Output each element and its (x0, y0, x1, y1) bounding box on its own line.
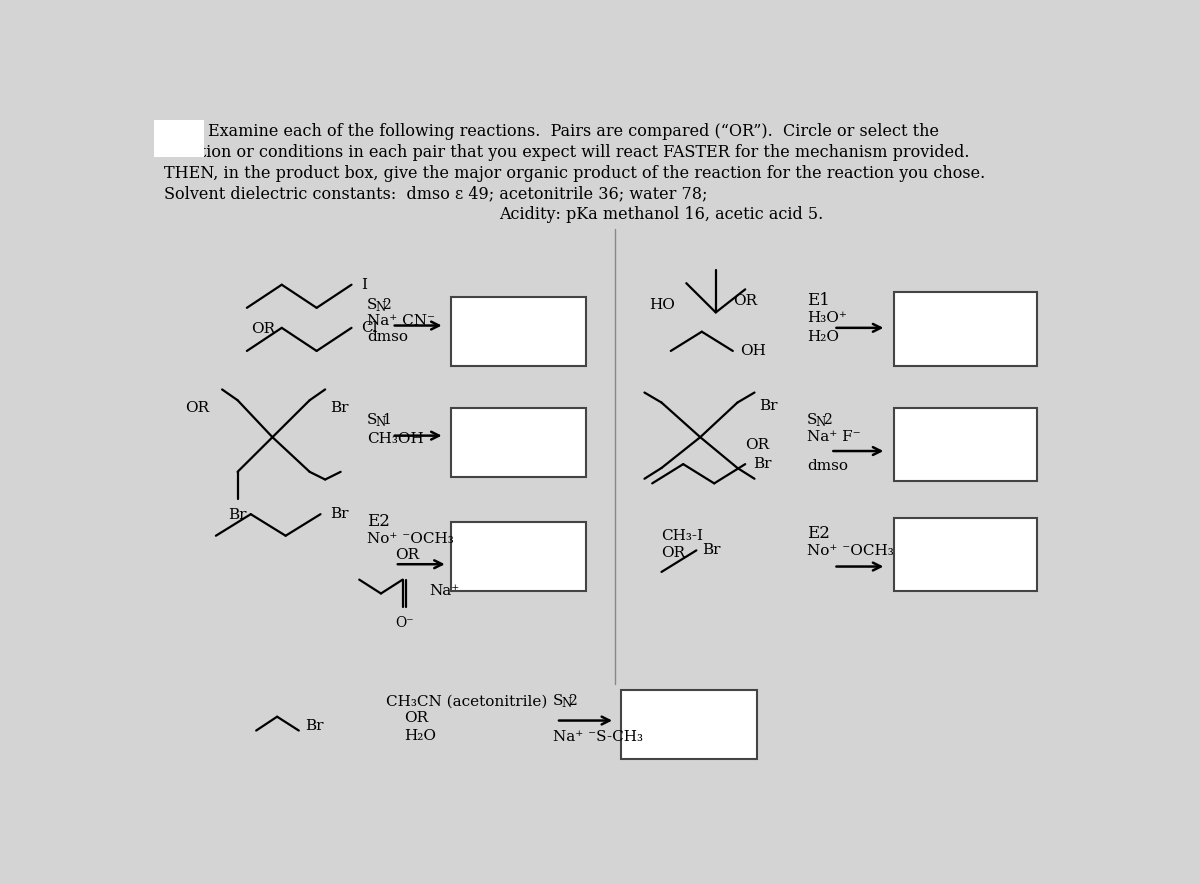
Bar (622, 690, 757, 759)
Text: 2: 2 (569, 694, 577, 708)
Text: OR: OR (404, 712, 428, 725)
Bar (894, 293, 1037, 366)
Text: OR: OR (661, 545, 685, 560)
Bar (154, 120, 204, 156)
Text: CH₃-I: CH₃-I (661, 529, 703, 543)
Text: CH₃OH: CH₃OH (367, 431, 424, 446)
Bar (451, 297, 587, 366)
Text: Solvent dielectric constants:  dmso ε 49; acetonitrile 36; water 78;: Solvent dielectric constants: dmso ε 49;… (164, 186, 708, 202)
Text: H₂O: H₂O (808, 330, 839, 344)
Text: Br: Br (752, 457, 772, 471)
Text: THEN, in the product box, give the major organic product of the reaction for the: THEN, in the product box, give the major… (164, 164, 985, 181)
Text: reaction or conditions in each pair that you expect will react FASTER for the me: reaction or conditions in each pair that… (164, 144, 970, 161)
Text: E2: E2 (808, 525, 830, 542)
Text: S: S (553, 694, 563, 708)
Text: H₂O: H₂O (404, 729, 437, 743)
Text: N: N (376, 416, 385, 429)
Text: HO: HO (649, 298, 676, 312)
Text: OR: OR (733, 293, 757, 308)
Text: dmso: dmso (808, 460, 848, 474)
Text: Br: Br (305, 719, 324, 733)
Text: OR: OR (395, 548, 419, 562)
Text: N: N (376, 301, 385, 314)
Text: 2: 2 (383, 298, 391, 312)
Text: OR: OR (745, 438, 769, 452)
Text: Br: Br (702, 544, 720, 558)
Bar (451, 408, 587, 477)
Text: dmso: dmso (367, 330, 408, 344)
Bar (894, 518, 1037, 591)
Text: No⁺ ⁻OCH₃: No⁺ ⁻OCH₃ (808, 545, 894, 558)
Text: S: S (367, 413, 377, 427)
Text: 2: 2 (823, 413, 832, 427)
Text: I: I (361, 278, 367, 292)
Text: OR: OR (185, 401, 209, 415)
Bar (894, 408, 1037, 481)
Text: E1: E1 (808, 293, 830, 309)
Text: CH₃CN (acetonitrile): CH₃CN (acetonitrile) (385, 694, 547, 708)
Bar (451, 522, 587, 591)
Text: Br: Br (760, 400, 778, 414)
Text: Na⁺ F⁻: Na⁺ F⁻ (808, 431, 860, 444)
Text: N: N (562, 697, 571, 710)
Text: OR: OR (251, 323, 275, 337)
Text: No⁺ ⁻OCH₃: No⁺ ⁻OCH₃ (367, 532, 454, 545)
Text: S: S (367, 298, 377, 312)
Text: Acidity: pKa methanol 16, acetic acid 5.: Acidity: pKa methanol 16, acetic acid 5. (499, 206, 823, 223)
Text: 1: 1 (383, 413, 391, 427)
Text: E2: E2 (367, 514, 390, 530)
Text: Br: Br (228, 508, 247, 522)
Text: Br: Br (330, 507, 349, 522)
Text: H₃O⁺: H₃O⁺ (808, 311, 847, 324)
Text: Cl: Cl (361, 321, 378, 335)
Text: Na⁺: Na⁺ (430, 584, 460, 598)
Text: Br: Br (330, 401, 349, 415)
Text: Na⁺ CN⁻: Na⁺ CN⁻ (367, 314, 436, 328)
Text: S: S (808, 413, 817, 427)
Text: OH: OH (740, 344, 767, 358)
Text: Examine each of the following reactions.  Pairs are compared (“OR”).  Circle or : Examine each of the following reactions.… (208, 123, 940, 140)
Text: Na⁺ ⁻S-CH₃: Na⁺ ⁻S-CH₃ (553, 730, 643, 744)
Text: O⁻: O⁻ (395, 616, 414, 629)
Text: N: N (816, 416, 826, 429)
